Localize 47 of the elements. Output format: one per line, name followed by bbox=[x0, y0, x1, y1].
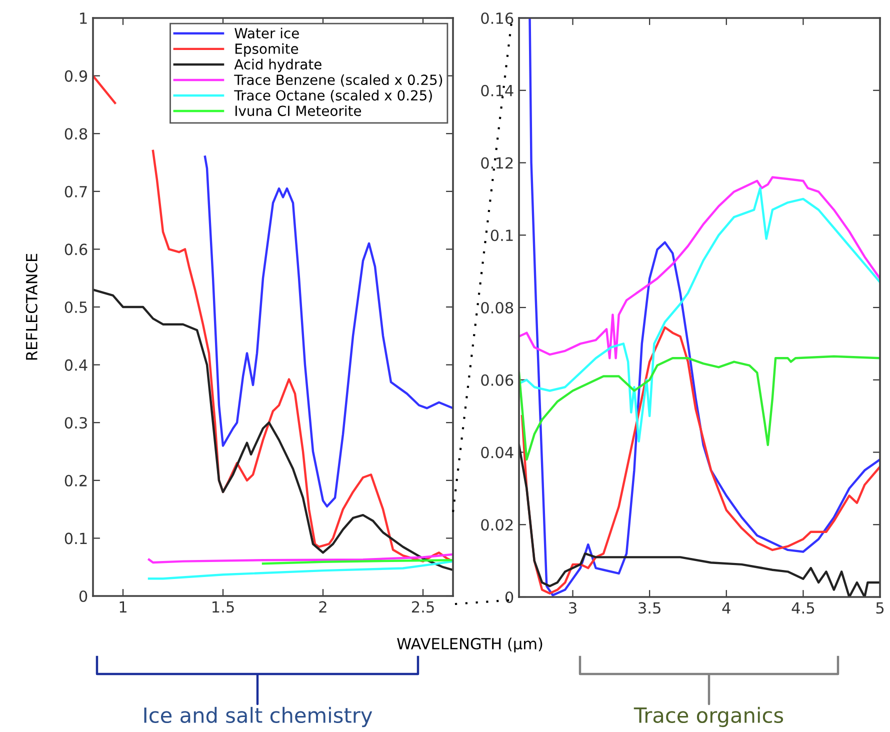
y-tick-label: 0.16 bbox=[481, 12, 514, 24]
line-series bbox=[520, 326, 880, 594]
x-tick-label: 4 bbox=[722, 602, 730, 614]
y-tick-label: 0.6 bbox=[64, 244, 88, 256]
line-series bbox=[519, 186, 880, 443]
y-tick-label: 0.14 bbox=[481, 84, 514, 96]
x-tick-label: 3 bbox=[569, 602, 576, 614]
x-tick-label: 4.5 bbox=[792, 602, 814, 614]
y-tick-label: 0.12 bbox=[481, 157, 513, 169]
y-tick-label: 1 bbox=[80, 12, 87, 24]
text: Ice and salt chemistry bbox=[144, 706, 372, 728]
line-series bbox=[519, 176, 880, 360]
y-axis-title: REFLECTANCE bbox=[26, 254, 38, 360]
y-tick-label: 0.08 bbox=[481, 302, 514, 314]
x-tick-label: 2.5 bbox=[412, 601, 434, 613]
y-tick-label: 0.04 bbox=[481, 446, 514, 458]
y-tick-label: 0 bbox=[505, 591, 514, 604]
y-tick-label: 0.9 bbox=[64, 70, 88, 82]
line-series bbox=[148, 553, 453, 564]
x-tick-label: 1 bbox=[120, 601, 126, 612]
x-tick-label: 5 bbox=[876, 602, 884, 614]
legend-label: Trace Octane (scaled x 0.25) bbox=[234, 90, 432, 102]
line-series bbox=[204, 156, 453, 508]
legend-label: Acid hydrate bbox=[234, 58, 322, 72]
line-series bbox=[93, 288, 453, 572]
text: Trace organics bbox=[634, 706, 784, 728]
y-tick-label: 0 bbox=[79, 590, 88, 602]
y-tick-label: 0.7 bbox=[64, 186, 87, 198]
y-tick-label: 0.1 bbox=[64, 532, 87, 544]
y-tick-label: 0.1 bbox=[490, 230, 513, 242]
legend-label: Ivuna CI Meteorite bbox=[236, 105, 362, 116]
y-tick-label: 0.06 bbox=[481, 374, 514, 386]
y-tick-label: 0.5 bbox=[64, 301, 87, 314]
x-tick-label: 1.5 bbox=[212, 601, 234, 613]
legend-label: Water ice bbox=[234, 28, 299, 38]
y-tick-label: 0.4 bbox=[64, 359, 88, 371]
x-tick-label: 2 bbox=[319, 601, 326, 612]
y-tick-label: 0.3 bbox=[64, 417, 87, 429]
legend-label: Epsomite bbox=[236, 43, 298, 57]
y-tick-label: 0.2 bbox=[64, 474, 87, 486]
legend-label: Trace Benzene (scaled x 0.25) bbox=[234, 74, 442, 87]
y-tick-label: 0.8 bbox=[64, 128, 88, 140]
x-axis-title: WAVELENGTH (µm) bbox=[397, 638, 542, 652]
line-series bbox=[148, 560, 453, 580]
line-series bbox=[519, 355, 880, 461]
y-tick-label: 0.02 bbox=[481, 519, 513, 531]
x-tick-label: 3.5 bbox=[638, 602, 660, 614]
